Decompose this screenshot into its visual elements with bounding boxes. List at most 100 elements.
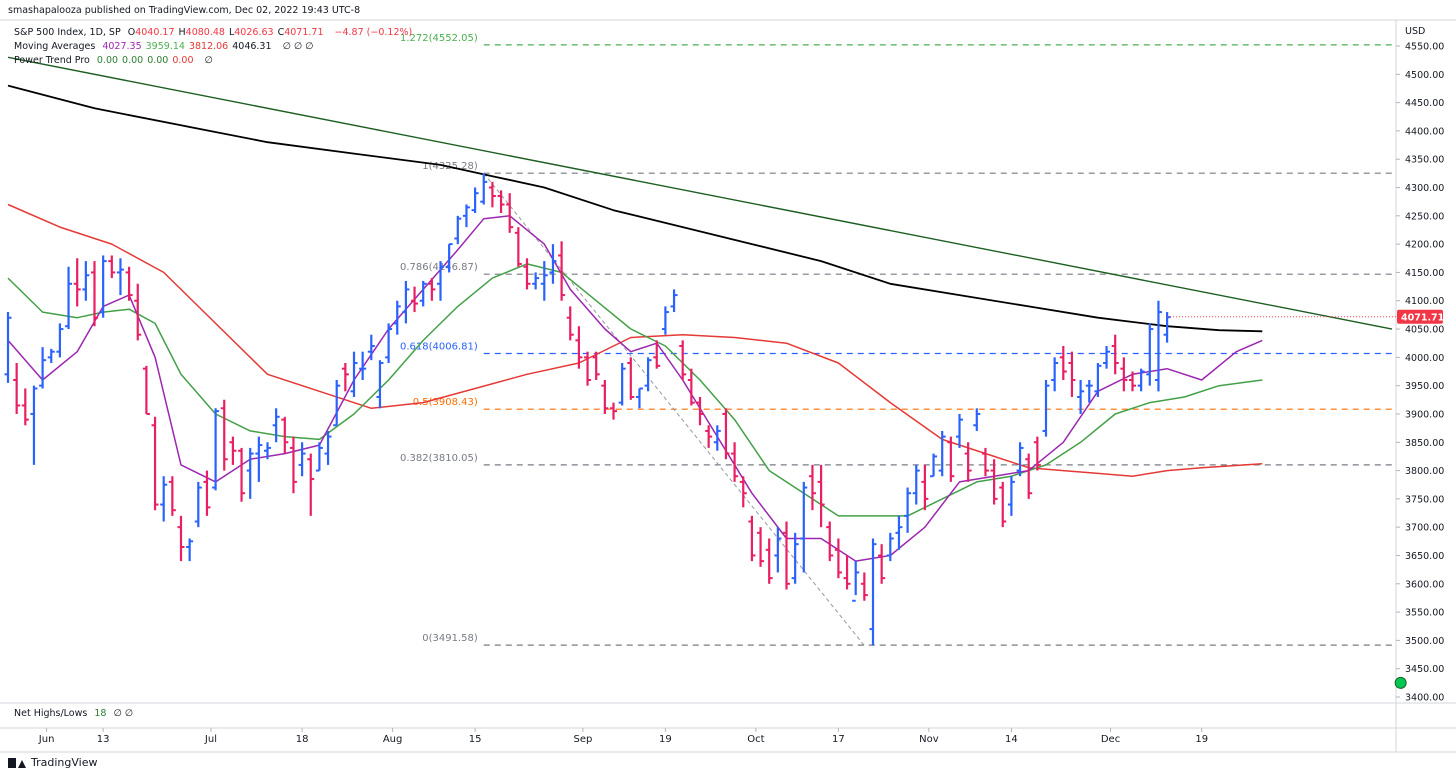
currency-label: USD: [1405, 26, 1426, 37]
x-tick-label: 18: [296, 734, 309, 745]
ohlc-bar: [1025, 453, 1033, 499]
ohlc-bar: [860, 572, 868, 601]
ohlc-bar: [462, 204, 470, 228]
ohlc-bar: [713, 425, 721, 451]
ohlc-bar: [471, 187, 479, 213]
y-tick-label: 3650.00: [1405, 551, 1444, 562]
x-tick-label: 15: [469, 734, 482, 745]
ohlc-item: O4040.17: [128, 27, 175, 38]
ohlc-bar: [333, 379, 341, 427]
y-tick-label: 3450.00: [1405, 664, 1444, 675]
ohlc-bar: [411, 286, 419, 313]
green-dot-marker: [1394, 676, 1407, 689]
y-tick-label: 3600.00: [1405, 579, 1444, 590]
x-tick-label: 13: [97, 734, 110, 745]
x-tick-label: 14: [1005, 734, 1018, 745]
ohlc-bar: [194, 481, 202, 528]
tradingview-logo[interactable]: TradingView: [8, 756, 97, 769]
legend-moving-averages[interactable]: Moving Averages 4027.35 3959.14 3812.06 404…: [14, 41, 317, 52]
x-tick-label: Jun: [38, 734, 55, 745]
ohlc-bar: [748, 515, 756, 562]
ohlc-bar: [186, 538, 194, 562]
ohlc-bar: [1146, 323, 1154, 386]
ohlc-bar: [765, 538, 773, 584]
ohlc-bar: [1051, 357, 1059, 392]
ohlc-bars: [4, 173, 1171, 646]
legend-power-trend[interactable]: Power Trend Pro 0.00 0.00 0.00 0.00 ∅: [14, 55, 217, 66]
ohlc-bar: [558, 241, 566, 301]
ohlc-bar: [142, 365, 150, 415]
ohlc-bar: [964, 442, 972, 482]
ma-item: 4027.35: [102, 41, 142, 52]
ma-item: 4046.31: [232, 41, 272, 52]
ohlc-bar: [1033, 436, 1041, 471]
ohlc-bar: [653, 340, 661, 369]
fib-label: 0(3491.58): [422, 633, 478, 644]
ohlc-bar: [644, 357, 652, 392]
ohlc-bar: [930, 453, 938, 478]
ohlc-bar: [13, 363, 21, 414]
ohlc-bar: [177, 515, 185, 562]
y-tick-label: 4300.00: [1405, 183, 1444, 194]
ohlc-bar: [687, 368, 695, 406]
ohlc-bar: [826, 521, 834, 562]
ohlc-bar: [800, 481, 808, 573]
y-tick-label: 3950.00: [1405, 381, 1444, 392]
y-tick-label: 4350.00: [1405, 155, 1444, 166]
ohlc-bar: [203, 470, 211, 516]
ohlc-bar: [56, 323, 64, 358]
y-tick-label: 4450.00: [1405, 98, 1444, 109]
ohlc-bar: [601, 379, 609, 414]
ohlc-bar: [160, 476, 168, 522]
ohlc-bar: [402, 280, 410, 324]
legend-symbol-row[interactable]: S&P 500 Index, 1D, SP O4040.17 H4080.48 L4…: [14, 27, 416, 38]
y-tick-label: 4200.00: [1405, 240, 1444, 251]
ohlc-bar: [1059, 346, 1067, 380]
ohlc-key: L: [228, 27, 235, 38]
x-tick-label: Nov: [919, 734, 939, 745]
ohlc-bar: [4, 312, 12, 383]
ohlc-bar: [696, 396, 704, 426]
ohlc-item: H4080.48: [179, 27, 225, 38]
ohlc-bar: [843, 555, 851, 590]
ohlc-bar: [437, 261, 444, 301]
ma-slow-line: [7, 203, 1263, 477]
ohlc-bar: [82, 261, 90, 301]
ohlc-bar: [238, 447, 246, 502]
ohlc-bar: [350, 351, 358, 397]
y-tick-label: 3900.00: [1405, 409, 1444, 420]
ohlc-bar: [367, 334, 375, 361]
tradingview-logo-icon: [8, 757, 26, 768]
ohlc-bar: [1007, 476, 1015, 516]
ohlc-bar: [108, 255, 116, 279]
ohlc-bar: [791, 532, 799, 584]
ohlc-bar: [65, 266, 73, 330]
ohlc-bar: [281, 416, 289, 454]
ohlc-bar: [1129, 371, 1136, 392]
x-axis: Jun 13 Jul 18 Aug 15 Sep 19 Oct 17 Nov 14 Dec 19: [38, 728, 1208, 745]
ohlc-bar: [289, 436, 297, 494]
ohlc-bar: [506, 193, 514, 233]
ohlc-bar: [514, 227, 522, 267]
y-tick-label: 3700.00: [1405, 523, 1444, 534]
ohlc-bar: [246, 447, 254, 499]
x-tick-label: Sep: [573, 734, 592, 745]
y-tick-label: 4400.00: [1405, 126, 1444, 137]
ohlc-bar: [264, 442, 271, 460]
brand-name: TradingView: [31, 756, 98, 769]
ohlc-bar: [532, 272, 540, 290]
ohlc-bar: [134, 283, 142, 341]
y-tick-label: 4000.00: [1405, 353, 1444, 364]
ohlc-bar: [488, 181, 496, 208]
fib-label: 1.272(4552.05): [400, 33, 478, 44]
ohlc-bar: [834, 538, 842, 579]
fib-label: 0.786(4146.87): [400, 262, 478, 273]
ptp-item: 0.00: [172, 55, 194, 66]
legend-net-highs-lows[interactable]: Net Highs/Lows 18 ∅ ∅: [14, 708, 137, 719]
ohlc-bar: [255, 436, 263, 482]
ohlc-bar: [774, 527, 782, 573]
symbol-name: S&P 500 Index, 1D, SP: [14, 27, 121, 38]
change-value: −4.87 (−0.12%): [334, 27, 413, 38]
